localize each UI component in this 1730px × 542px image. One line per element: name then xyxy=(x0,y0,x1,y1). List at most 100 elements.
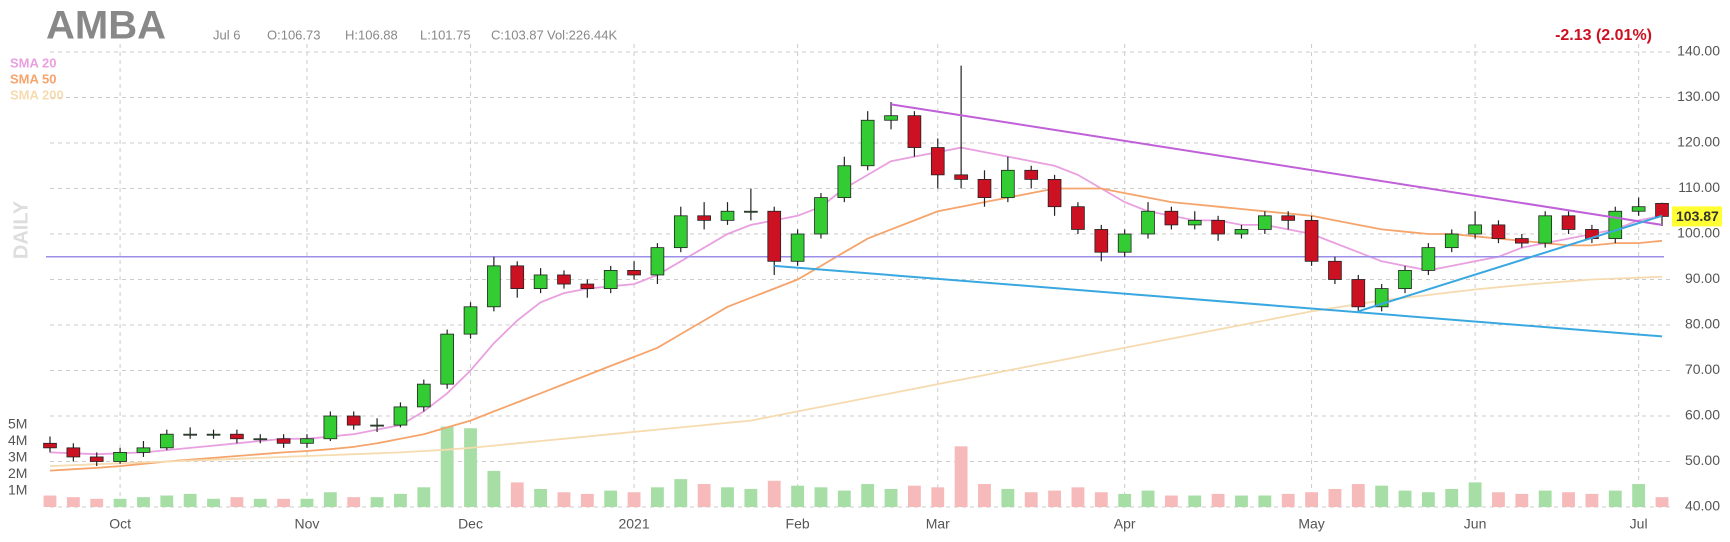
volume-bar xyxy=(183,493,197,507)
candle-body xyxy=(1258,215,1272,230)
volume-bar xyxy=(113,498,127,507)
volume-bar xyxy=(697,484,711,507)
open-label: O:106.73 xyxy=(267,27,321,42)
volume-bar xyxy=(1164,495,1178,507)
volume-bar xyxy=(323,492,337,507)
volume-bar xyxy=(160,495,174,507)
trend-line xyxy=(890,103,1663,226)
candle-body xyxy=(533,274,548,290)
candle-body xyxy=(1117,233,1132,253)
candle-body xyxy=(767,210,782,262)
candle-body xyxy=(1398,269,1412,289)
candle-body xyxy=(89,456,104,462)
volume-bar xyxy=(1048,490,1062,507)
candle-body xyxy=(1631,206,1646,212)
candle-body xyxy=(837,165,852,199)
candle-body xyxy=(1141,210,1155,235)
volume-bar xyxy=(627,492,641,507)
volume-bar xyxy=(370,497,384,507)
candle-body xyxy=(1094,229,1109,253)
candle-body xyxy=(1444,233,1459,249)
volume-bar xyxy=(277,498,291,507)
volume-bar xyxy=(1492,492,1505,507)
candle-body xyxy=(1468,224,1482,235)
candle-body xyxy=(206,433,221,436)
volume-tick-label: 4M xyxy=(8,432,27,448)
candle-body xyxy=(300,438,314,444)
sma-line xyxy=(49,187,1663,472)
x-tick-label: Feb xyxy=(786,516,810,532)
volume-bar xyxy=(1632,484,1646,507)
close-label: C:103.87 xyxy=(491,27,544,42)
candle-body xyxy=(650,247,665,276)
low-label: L:101.75 xyxy=(420,27,471,42)
sma-line xyxy=(49,275,1663,467)
high-label: H:106.88 xyxy=(345,27,398,42)
x-tick-label: Jul xyxy=(1630,516,1648,532)
volume-bar xyxy=(1445,488,1459,507)
candle-body xyxy=(1001,169,1015,199)
candle-body xyxy=(814,197,828,235)
volume-bar xyxy=(861,484,875,507)
candle-body xyxy=(159,433,174,449)
volume-bar xyxy=(1585,493,1599,507)
candle-body xyxy=(557,274,571,285)
candle-body xyxy=(463,306,478,335)
candle-body xyxy=(253,438,268,441)
change-label: -2.13 (2.01%) xyxy=(1555,27,1652,44)
volume-bar xyxy=(1094,492,1108,507)
candle-body xyxy=(673,215,688,249)
volume-bar xyxy=(137,497,150,507)
candle-body xyxy=(860,119,875,167)
volume-bar xyxy=(721,487,734,507)
volume-bar xyxy=(207,498,220,507)
candle-body xyxy=(954,174,968,180)
candle-body xyxy=(627,269,641,276)
candle-body xyxy=(1164,210,1179,226)
volume-bar xyxy=(43,495,57,507)
volume-bar xyxy=(1235,495,1248,507)
candle-body xyxy=(416,383,431,408)
candle-body xyxy=(346,415,361,426)
volume-bar xyxy=(534,488,548,507)
candle-body xyxy=(66,447,81,458)
candle-body xyxy=(1608,210,1623,239)
volume-bar xyxy=(417,487,431,507)
volume-bar xyxy=(907,485,921,507)
y-tick-label: 120.00 xyxy=(1677,134,1720,150)
volume-bar xyxy=(464,428,477,507)
volume-bar xyxy=(394,493,407,507)
candle-body xyxy=(487,265,501,308)
volume-bar xyxy=(253,498,267,507)
candle-body xyxy=(323,415,338,440)
candle-body xyxy=(276,438,291,444)
x-tick-label: Jun xyxy=(1464,516,1487,532)
volume-tick-label: 2M xyxy=(8,465,27,481)
volume-bar xyxy=(1118,493,1132,507)
y-tick-label: 50.00 xyxy=(1685,452,1720,468)
x-tick-label: Dec xyxy=(458,516,483,532)
x-tick-label: Oct xyxy=(109,516,131,532)
volume-bar xyxy=(580,493,594,507)
candle-body xyxy=(697,215,711,221)
grid xyxy=(50,44,1672,508)
candle-body xyxy=(43,442,57,449)
trend-line xyxy=(1357,214,1663,313)
volume-bar xyxy=(230,497,244,507)
volume-bar xyxy=(347,497,361,507)
candle-body xyxy=(1187,219,1202,226)
candle-body xyxy=(1024,169,1039,180)
legend-label: SMA 200 xyxy=(10,87,64,102)
volume-bar xyxy=(767,480,781,507)
y-tick-label: 110.00 xyxy=(1678,179,1720,195)
candle-body xyxy=(1211,219,1225,235)
candle-body xyxy=(1655,202,1669,217)
candle-body xyxy=(113,451,127,462)
candle-body xyxy=(1538,215,1553,244)
volume-bar xyxy=(1188,495,1202,507)
volume-bar xyxy=(1001,488,1015,507)
volume-bar xyxy=(1398,490,1412,507)
y-tick-label: 80.00 xyxy=(1685,316,1720,332)
volume-bar xyxy=(978,484,991,507)
